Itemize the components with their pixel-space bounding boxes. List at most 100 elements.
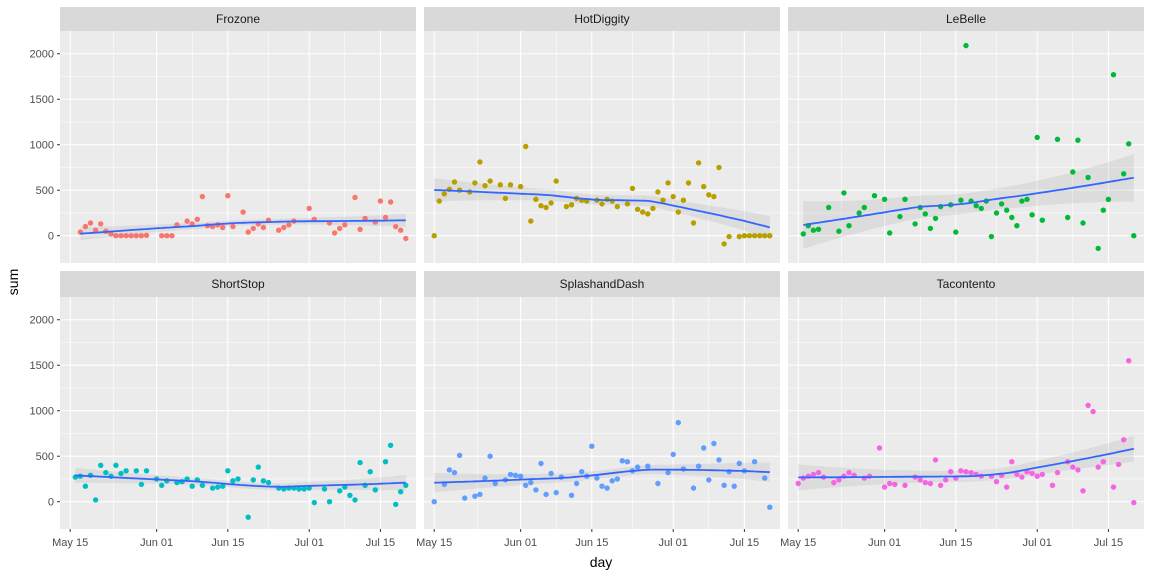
data-point: [736, 460, 742, 467]
data-point: [861, 204, 867, 211]
data-point: [1110, 484, 1117, 490]
data-point: [701, 183, 707, 190]
data-point: [660, 197, 666, 203]
data-point: [599, 201, 605, 207]
data-point: [1014, 223, 1020, 229]
data-point: [815, 469, 822, 476]
data-point: [118, 233, 124, 239]
data-point: [1019, 474, 1025, 480]
panel-background: [60, 31, 416, 263]
data-point: [548, 470, 554, 477]
data-point: [477, 491, 483, 498]
data-point: [276, 227, 282, 233]
data-point: [538, 203, 544, 209]
data-point: [1095, 464, 1101, 470]
data-point: [1019, 198, 1025, 204]
data-point: [225, 193, 231, 199]
y-tick-label: 1000: [30, 406, 54, 418]
data-point: [1131, 233, 1137, 239]
data-point: [159, 482, 165, 488]
data-point: [665, 469, 671, 476]
data-point: [87, 220, 94, 226]
smooth-trend-line: [434, 189, 771, 229]
data-point: [92, 497, 99, 503]
data-point: [352, 497, 358, 503]
data-point: [265, 479, 272, 486]
data-point: [897, 213, 903, 220]
data-point: [456, 452, 463, 458]
smooth-trend-line: [803, 176, 1134, 226]
data-point: [1121, 171, 1127, 177]
data-point: [675, 209, 681, 215]
data-point: [352, 194, 358, 201]
data-point: [1029, 212, 1035, 218]
data-point: [953, 229, 959, 235]
data-point: [492, 480, 498, 487]
data-point: [260, 478, 267, 484]
panel-splashanddash: SplashandDash May 15 Jun 01 Jun 15 Jul 01 Jul…: [416, 271, 780, 549]
data-point: [507, 471, 514, 478]
y-tick-label: 1000: [30, 140, 54, 152]
panel-frozone: Frozone 0 500 1000 1500 2000: [30, 7, 416, 263]
data-point: [881, 484, 888, 490]
data-point: [462, 495, 468, 501]
data-point: [209, 485, 216, 491]
data-point: [230, 223, 236, 230]
smooth-trend-line: [75, 474, 406, 488]
data-point: [123, 468, 129, 474]
data-point: [441, 191, 447, 197]
data-point: [220, 224, 226, 231]
data-point: [502, 195, 509, 202]
x-tick-label: Jul 15: [1094, 537, 1123, 549]
data-point: [624, 201, 631, 207]
data-point: [451, 179, 458, 185]
data-point: [645, 211, 651, 217]
data-point: [716, 164, 722, 171]
smooth-trend-line: [434, 468, 770, 484]
x-tick-label: Jun 01: [868, 537, 901, 549]
data-point: [393, 223, 399, 230]
data-point: [815, 226, 822, 232]
data-point: [306, 205, 312, 212]
data-point: [199, 482, 206, 488]
data-point: [695, 463, 702, 469]
data-point: [543, 204, 549, 211]
data-point: [609, 478, 615, 484]
x-axis-title: day: [590, 554, 613, 570]
x-tick-label: Jul 01: [295, 537, 324, 549]
data-point: [311, 499, 317, 506]
data-point: [912, 221, 918, 227]
data-point: [629, 185, 636, 192]
data-point: [523, 143, 529, 150]
data-point: [472, 493, 478, 499]
data-point: [963, 42, 969, 49]
data-point: [403, 235, 409, 242]
strip-shortstop: [60, 271, 416, 297]
data-point: [711, 193, 717, 200]
data-point: [1070, 169, 1076, 175]
data-point: [143, 232, 150, 238]
data-point: [937, 482, 944, 488]
data-point: [1100, 459, 1107, 465]
data-point: [528, 218, 534, 224]
data-point: [82, 483, 89, 489]
data-point: [690, 485, 697, 491]
data-point: [553, 489, 559, 496]
data-point: [563, 203, 570, 210]
data-point: [826, 204, 832, 211]
data-point: [477, 159, 483, 165]
data-point: [92, 227, 99, 233]
data-point: [604, 485, 610, 491]
x-tick-label: Jul 01: [1023, 537, 1052, 549]
data-point: [568, 202, 575, 208]
data-point: [701, 445, 707, 451]
data-point: [98, 221, 104, 227]
data-point: [1131, 499, 1137, 506]
y-tick-label: 500: [36, 451, 54, 463]
data-point: [640, 209, 646, 215]
data-point: [1080, 220, 1086, 226]
y-tick-label: 0: [48, 497, 54, 509]
data-point: [810, 471, 817, 478]
data-point: [665, 180, 671, 186]
data-point: [1065, 214, 1071, 221]
